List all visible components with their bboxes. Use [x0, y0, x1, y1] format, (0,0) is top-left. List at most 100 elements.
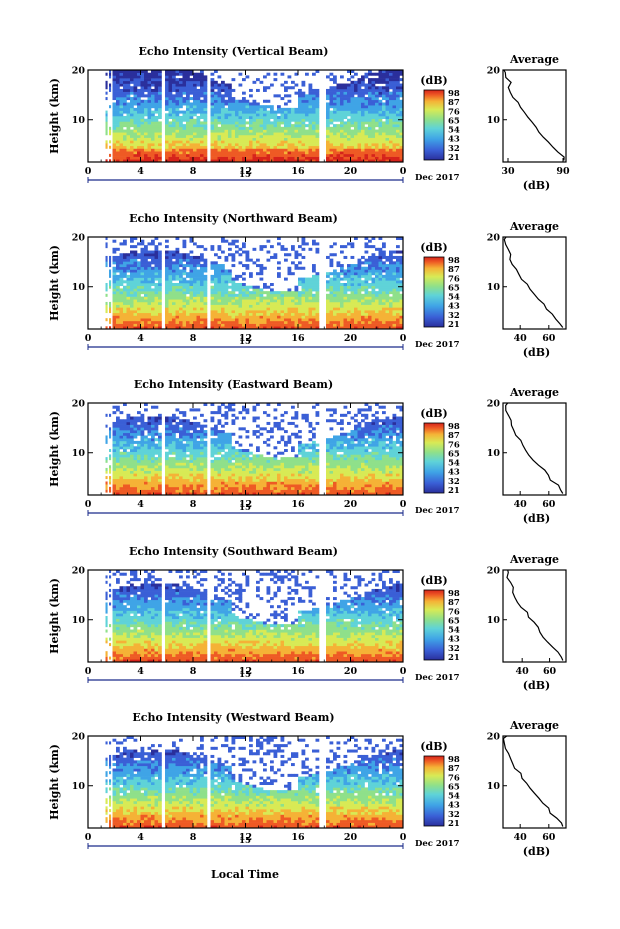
heatmap-cell — [368, 277, 372, 281]
heatmap-cell — [336, 307, 341, 311]
heatmap-cell — [214, 145, 218, 149]
heatmap-cell — [196, 307, 201, 311]
heatmap-cell — [151, 269, 155, 273]
heatmap-cell — [396, 326, 400, 330]
heatmap-cell — [105, 91, 108, 95]
heatmap-cell — [375, 124, 379, 128]
heatmap-cell — [217, 315, 222, 319]
heatmap-cell — [382, 312, 386, 316]
heatmap-cell — [347, 118, 351, 122]
heatmap-cell — [364, 318, 369, 322]
heatmap-cell — [140, 253, 145, 257]
heatmap-cell — [130, 307, 134, 311]
heatmap-cell — [350, 86, 355, 90]
heatmap-cell — [333, 242, 337, 246]
heatmap-cell — [105, 116, 108, 120]
heatmap-cell — [123, 492, 127, 496]
heatmap-cell — [154, 449, 159, 453]
heatmap-cell — [308, 285, 313, 289]
heatmap-cell — [119, 315, 124, 319]
heatmap-cell — [158, 153, 162, 157]
heatmap-cell — [329, 159, 334, 163]
heatmap-cell — [112, 312, 117, 316]
heatmap-cell — [126, 443, 131, 447]
heatmap-cell — [305, 107, 309, 111]
heatmap-cell — [371, 72, 376, 76]
heatmap-cell — [347, 274, 351, 278]
heatmap-cell — [266, 307, 271, 311]
heatmap-cell — [385, 255, 390, 259]
heatmap-cell — [368, 318, 372, 322]
heatmap-cell — [133, 481, 138, 485]
heatmap-cell — [350, 242, 355, 246]
heatmap-cell — [126, 293, 131, 297]
heatmap-cell — [130, 312, 134, 316]
heatmap-cell — [130, 326, 134, 330]
heatmap-cell — [123, 320, 127, 324]
heatmap-cell — [165, 86, 169, 90]
heatmap-cell — [182, 301, 187, 305]
heatmap-cell — [235, 159, 239, 163]
heatmap-cell — [217, 102, 222, 106]
heatmap-cell — [140, 326, 145, 330]
heatmap-cell — [280, 299, 285, 303]
heatmap-cell — [119, 113, 124, 117]
heatmap-cell — [189, 326, 194, 330]
heatmap-cell — [116, 481, 120, 485]
heatmap-cell — [364, 288, 369, 292]
heatmap-cell — [144, 153, 148, 157]
heatmap-cell — [130, 129, 134, 133]
heatmap-cell — [214, 307, 218, 311]
heatmap-cell — [172, 99, 176, 103]
heatmap-cell — [158, 449, 162, 453]
heatmap-cell — [396, 140, 400, 144]
y-axis-label: Height (km) — [48, 78, 61, 154]
heatmap-cell — [165, 116, 169, 120]
heatmap-cell — [147, 467, 152, 471]
heatmap-cell — [287, 323, 292, 327]
heatmap-cell — [312, 113, 316, 117]
heatmap-cell — [287, 310, 292, 314]
heatmap-cell — [336, 264, 341, 268]
heatmap-cell — [305, 280, 309, 284]
heatmap-cell — [242, 296, 246, 300]
heatmap-cell — [350, 83, 355, 87]
heatmap-cell — [172, 88, 176, 92]
heatmap-cell — [112, 272, 117, 276]
heatmap-cell — [354, 72, 358, 76]
heatmap-cell — [252, 153, 257, 157]
heatmap-cell — [224, 272, 229, 276]
heatmap-cell — [298, 143, 302, 147]
heatmap-cell — [354, 151, 358, 155]
heatmap-cell — [252, 126, 257, 130]
heatmap-cell — [144, 467, 148, 471]
heatmap-cell — [273, 116, 278, 120]
heatmap-cell — [116, 116, 120, 120]
heatmap-cell — [266, 105, 271, 109]
heatmap-cell — [340, 116, 344, 120]
heatmap-cell — [291, 113, 295, 117]
heatmap-cell — [193, 307, 197, 311]
heatmap-cell — [221, 285, 225, 289]
heatmap-cell — [350, 307, 355, 311]
heatmap-cell — [147, 421, 152, 425]
heatmap-cell — [144, 473, 148, 477]
heatmap-cell — [336, 293, 341, 297]
heatmap-cell — [137, 277, 141, 281]
heatmap-cell — [168, 320, 173, 324]
heatmap-cell — [140, 486, 145, 490]
heatmap-cell — [168, 153, 173, 157]
heatmap-cell — [392, 318, 397, 322]
heatmap-cell — [312, 159, 316, 163]
heatmap-cell — [357, 293, 362, 297]
heatmap-cell — [123, 465, 127, 469]
heatmap-cell — [168, 462, 173, 466]
heatmap-cell — [126, 427, 131, 431]
heatmap-cell — [200, 312, 204, 316]
heatmap-cell — [123, 137, 127, 141]
heatmap-cell — [315, 283, 320, 287]
heatmap-cell — [259, 323, 264, 327]
heatmap-cell — [368, 299, 372, 303]
heatmap-cell — [130, 269, 134, 273]
heatmap-cell — [116, 457, 120, 461]
